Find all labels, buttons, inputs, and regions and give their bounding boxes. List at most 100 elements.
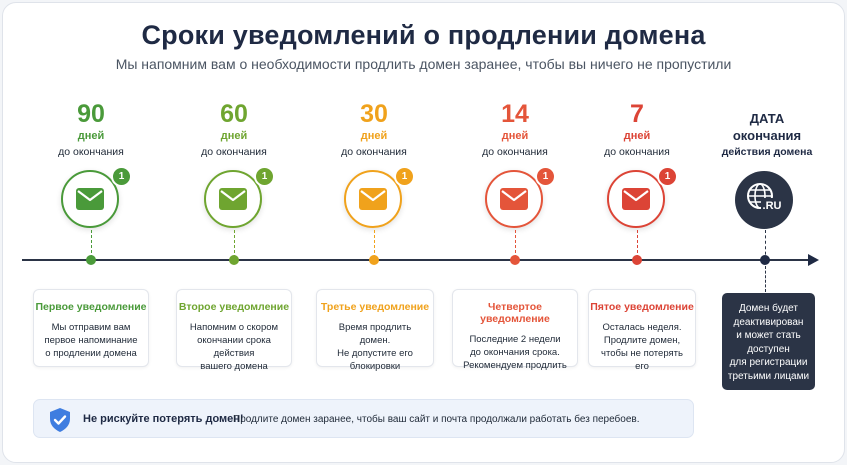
envelope-icon <box>219 188 247 210</box>
stage-column: 60 дней до окончания 1 <box>164 0 304 300</box>
notification-badge: 1 <box>254 166 275 187</box>
connector-line <box>91 230 92 258</box>
page-title: Сроки уведомлений о продлении домена <box>141 20 706 50</box>
box-text-line: блокировки <box>349 361 401 372</box>
notification-box: Первое уведомление Мы отправим вам первое … <box>33 289 149 367</box>
end-box: Домен будет деактивирован и может стать … <box>722 293 815 390</box>
box-title: Пятое уведомление <box>590 301 694 313</box>
box-text: Последние 2 недели до окончания срока. Рек… <box>453 333 577 372</box>
warning-banner: Не рискуйте потерять домен! Продлите дом… <box>33 399 694 438</box>
until-label: до окончания <box>341 146 407 158</box>
banner-title: Не рискуйте потерять домен! <box>83 413 244 425</box>
days-number: 30 <box>360 100 388 128</box>
timeline-dot <box>760 255 770 265</box>
end-box-line: и может стать <box>736 330 801 341</box>
notification-circle <box>607 170 665 228</box>
box-title: Третье уведомление <box>320 301 430 313</box>
box-text-line: первое напоминание <box>44 335 138 346</box>
notification-badge: 1 <box>657 166 678 187</box>
box-text: Осталась неделя. Продлите домен, чтобы не … <box>589 321 695 373</box>
box-text-line: Последние 2 недели <box>469 334 561 345</box>
box-title: Второе уведомление <box>178 301 290 313</box>
box-text-line: Время продлить домен. <box>338 322 412 346</box>
notification-badge: 1 <box>535 166 556 187</box>
box-text: Время продлить домен. Не допустите его бло… <box>317 321 433 373</box>
days-label: дней <box>360 130 388 142</box>
notification-circle <box>485 170 543 228</box>
timeline-dot <box>86 255 96 265</box>
box-text: Напомним о скором окончании срока действи… <box>177 321 291 373</box>
days-label: дней <box>77 130 105 142</box>
timeline-dot <box>369 255 379 265</box>
end-title-line1: ДАТА <box>749 111 785 126</box>
end-box-line: доступен <box>747 343 790 355</box>
days-number: 90 <box>77 100 105 128</box>
end-title-line2: окончания <box>732 128 802 143</box>
stage-column: 30 дней до окончания 1 <box>304 0 444 300</box>
box-text-line: Мы отправим вам <box>51 322 131 333</box>
timeline-dot <box>229 255 239 265</box>
box-text-line: вашего домена <box>200 361 268 372</box>
days-number: 7 <box>630 100 644 128</box>
globe-icon: .RU <box>735 171 793 229</box>
box-text-line: Не допустите его <box>337 348 413 359</box>
connector-line <box>765 230 766 260</box>
stage-column: 90 дней до окончания 1 <box>21 0 161 300</box>
end-box-line: для регистрации <box>729 357 808 368</box>
end-subtitle: действия домена <box>721 146 813 158</box>
envelope-icon <box>76 188 104 210</box>
notification-circle <box>204 170 262 228</box>
timeline-dot <box>632 255 642 265</box>
timeline-axis <box>22 259 812 261</box>
box-title: Четвертое уведомление <box>480 301 550 325</box>
envelope-icon <box>500 188 528 210</box>
box-text-line: о продлении домена <box>45 348 137 359</box>
envelope-icon <box>622 188 650 210</box>
connector-line <box>637 230 638 258</box>
days-number: 14 <box>501 100 529 128</box>
ru-label: .RU <box>763 200 782 212</box>
notification-badge: 1 <box>111 166 132 187</box>
until-label: до окончания <box>604 146 670 158</box>
notification-box: Четвертое уведомление Последние 2 недели д… <box>452 289 578 371</box>
connector-line <box>765 266 766 292</box>
box-text-line: Осталась неделя. <box>602 322 682 333</box>
box-text-line: Рекомендуем продлить <box>463 360 567 371</box>
end-title: ДАТА окончания <box>697 110 837 144</box>
stage-column: 7 дней до окончания 1 <box>567 0 707 300</box>
end-box-line: Домен будет <box>738 303 798 314</box>
box-text-line: Продлите домен, <box>603 335 681 346</box>
box-text-line: окончании срока действия <box>197 335 271 359</box>
connector-line <box>234 230 235 258</box>
notification-box: Третье уведомление Время продлить домен. Н… <box>316 289 434 372</box>
end-box-line: третьими лицами <box>727 370 810 382</box>
box-text: Мы отправим вам первое напоминание о продл… <box>34 321 148 360</box>
end-box-line: деактивирован <box>733 316 804 328</box>
stage-column: 14 дней до окончания 1 <box>445 0 585 300</box>
shield-check-icon <box>50 408 70 432</box>
days-number: 60 <box>220 100 248 128</box>
until-label: до окончания <box>58 146 124 158</box>
notification-box: Второе уведомление Напомним о скором оконч… <box>176 289 292 372</box>
days-label: дней <box>220 130 248 142</box>
envelope-icon <box>359 188 387 210</box>
box-text-line: чтобы не потерять его <box>601 348 683 372</box>
box-title: Первое уведомление <box>35 301 147 313</box>
notification-circle <box>61 170 119 228</box>
timeline-dot <box>510 255 520 265</box>
banner-text: Продлите домен заранее, чтобы ваш сайт и… <box>233 413 640 425</box>
page-subtitle: Мы напомним вам о необходимости продлить… <box>115 56 732 72</box>
days-label: дней <box>623 130 651 142</box>
notification-circle <box>344 170 402 228</box>
notification-badge: 1 <box>394 166 415 187</box>
box-text-line: до окончания срока. <box>470 347 560 358</box>
connector-line <box>515 230 516 258</box>
until-label: до окончания <box>482 146 548 158</box>
until-label: до окончания <box>201 146 267 158</box>
end-column: ДАТА окончания действия домена .RU <box>697 0 837 300</box>
box-text-line: Напомним о скором <box>189 322 279 333</box>
notification-box: Пятое уведомление Осталась неделя. Продлит… <box>588 289 696 372</box>
timeline-arrow-icon <box>808 254 819 266</box>
connector-line <box>374 230 375 258</box>
